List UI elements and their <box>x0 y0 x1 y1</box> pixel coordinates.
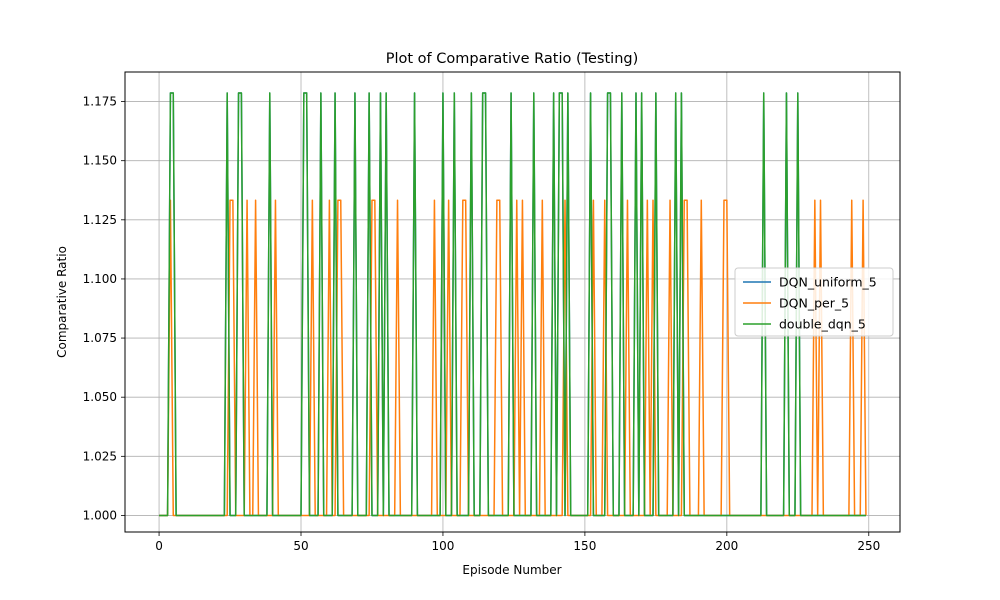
legend-label: DQN_uniform_5 <box>779 275 877 290</box>
x-tick-label: 250 <box>857 539 880 553</box>
plot-frame <box>124 71 901 533</box>
x-tick-label: 100 <box>431 539 454 553</box>
x-tick-label: 200 <box>715 539 738 553</box>
y-tick-label: 1.050 <box>83 390 117 404</box>
series-layer <box>159 92 867 517</box>
x-tick-label: 150 <box>573 539 596 553</box>
y-axis: 1.000 1.025 1.050 1.075 1.100 1.125 1.150 1.175 <box>83 95 125 522</box>
y-tick-label: 1.125 <box>83 213 117 227</box>
y-axis-title: Comparative Ratio <box>55 246 69 358</box>
y-tick-label: 1.000 <box>83 508 117 522</box>
x-axis-title: Episode Number <box>462 563 561 577</box>
x-tick-label: 50 <box>293 539 308 553</box>
x-axis: 0 50 100 150 200 250 <box>155 532 880 553</box>
legend-label: double_dqn_5 <box>779 317 866 332</box>
x-tick-label: 0 <box>155 539 163 553</box>
y-tick-label: 1.075 <box>83 331 117 345</box>
legend-box <box>734 267 894 337</box>
y-tick-label: 1.150 <box>83 154 117 168</box>
series-line-double_dqn_5 <box>159 92 866 517</box>
legend-label: DQN_per_5 <box>779 296 849 311</box>
y-tick-label: 1.025 <box>83 449 117 463</box>
y-tick-label: 1.100 <box>83 272 117 286</box>
chart-title: Plot of Comparative Ratio (Testing) <box>386 51 639 67</box>
legend: DQN_uniform_5 DQN_per_5 double_dqn_5 <box>734 267 894 337</box>
y-tick-label: 1.175 <box>83 95 117 109</box>
